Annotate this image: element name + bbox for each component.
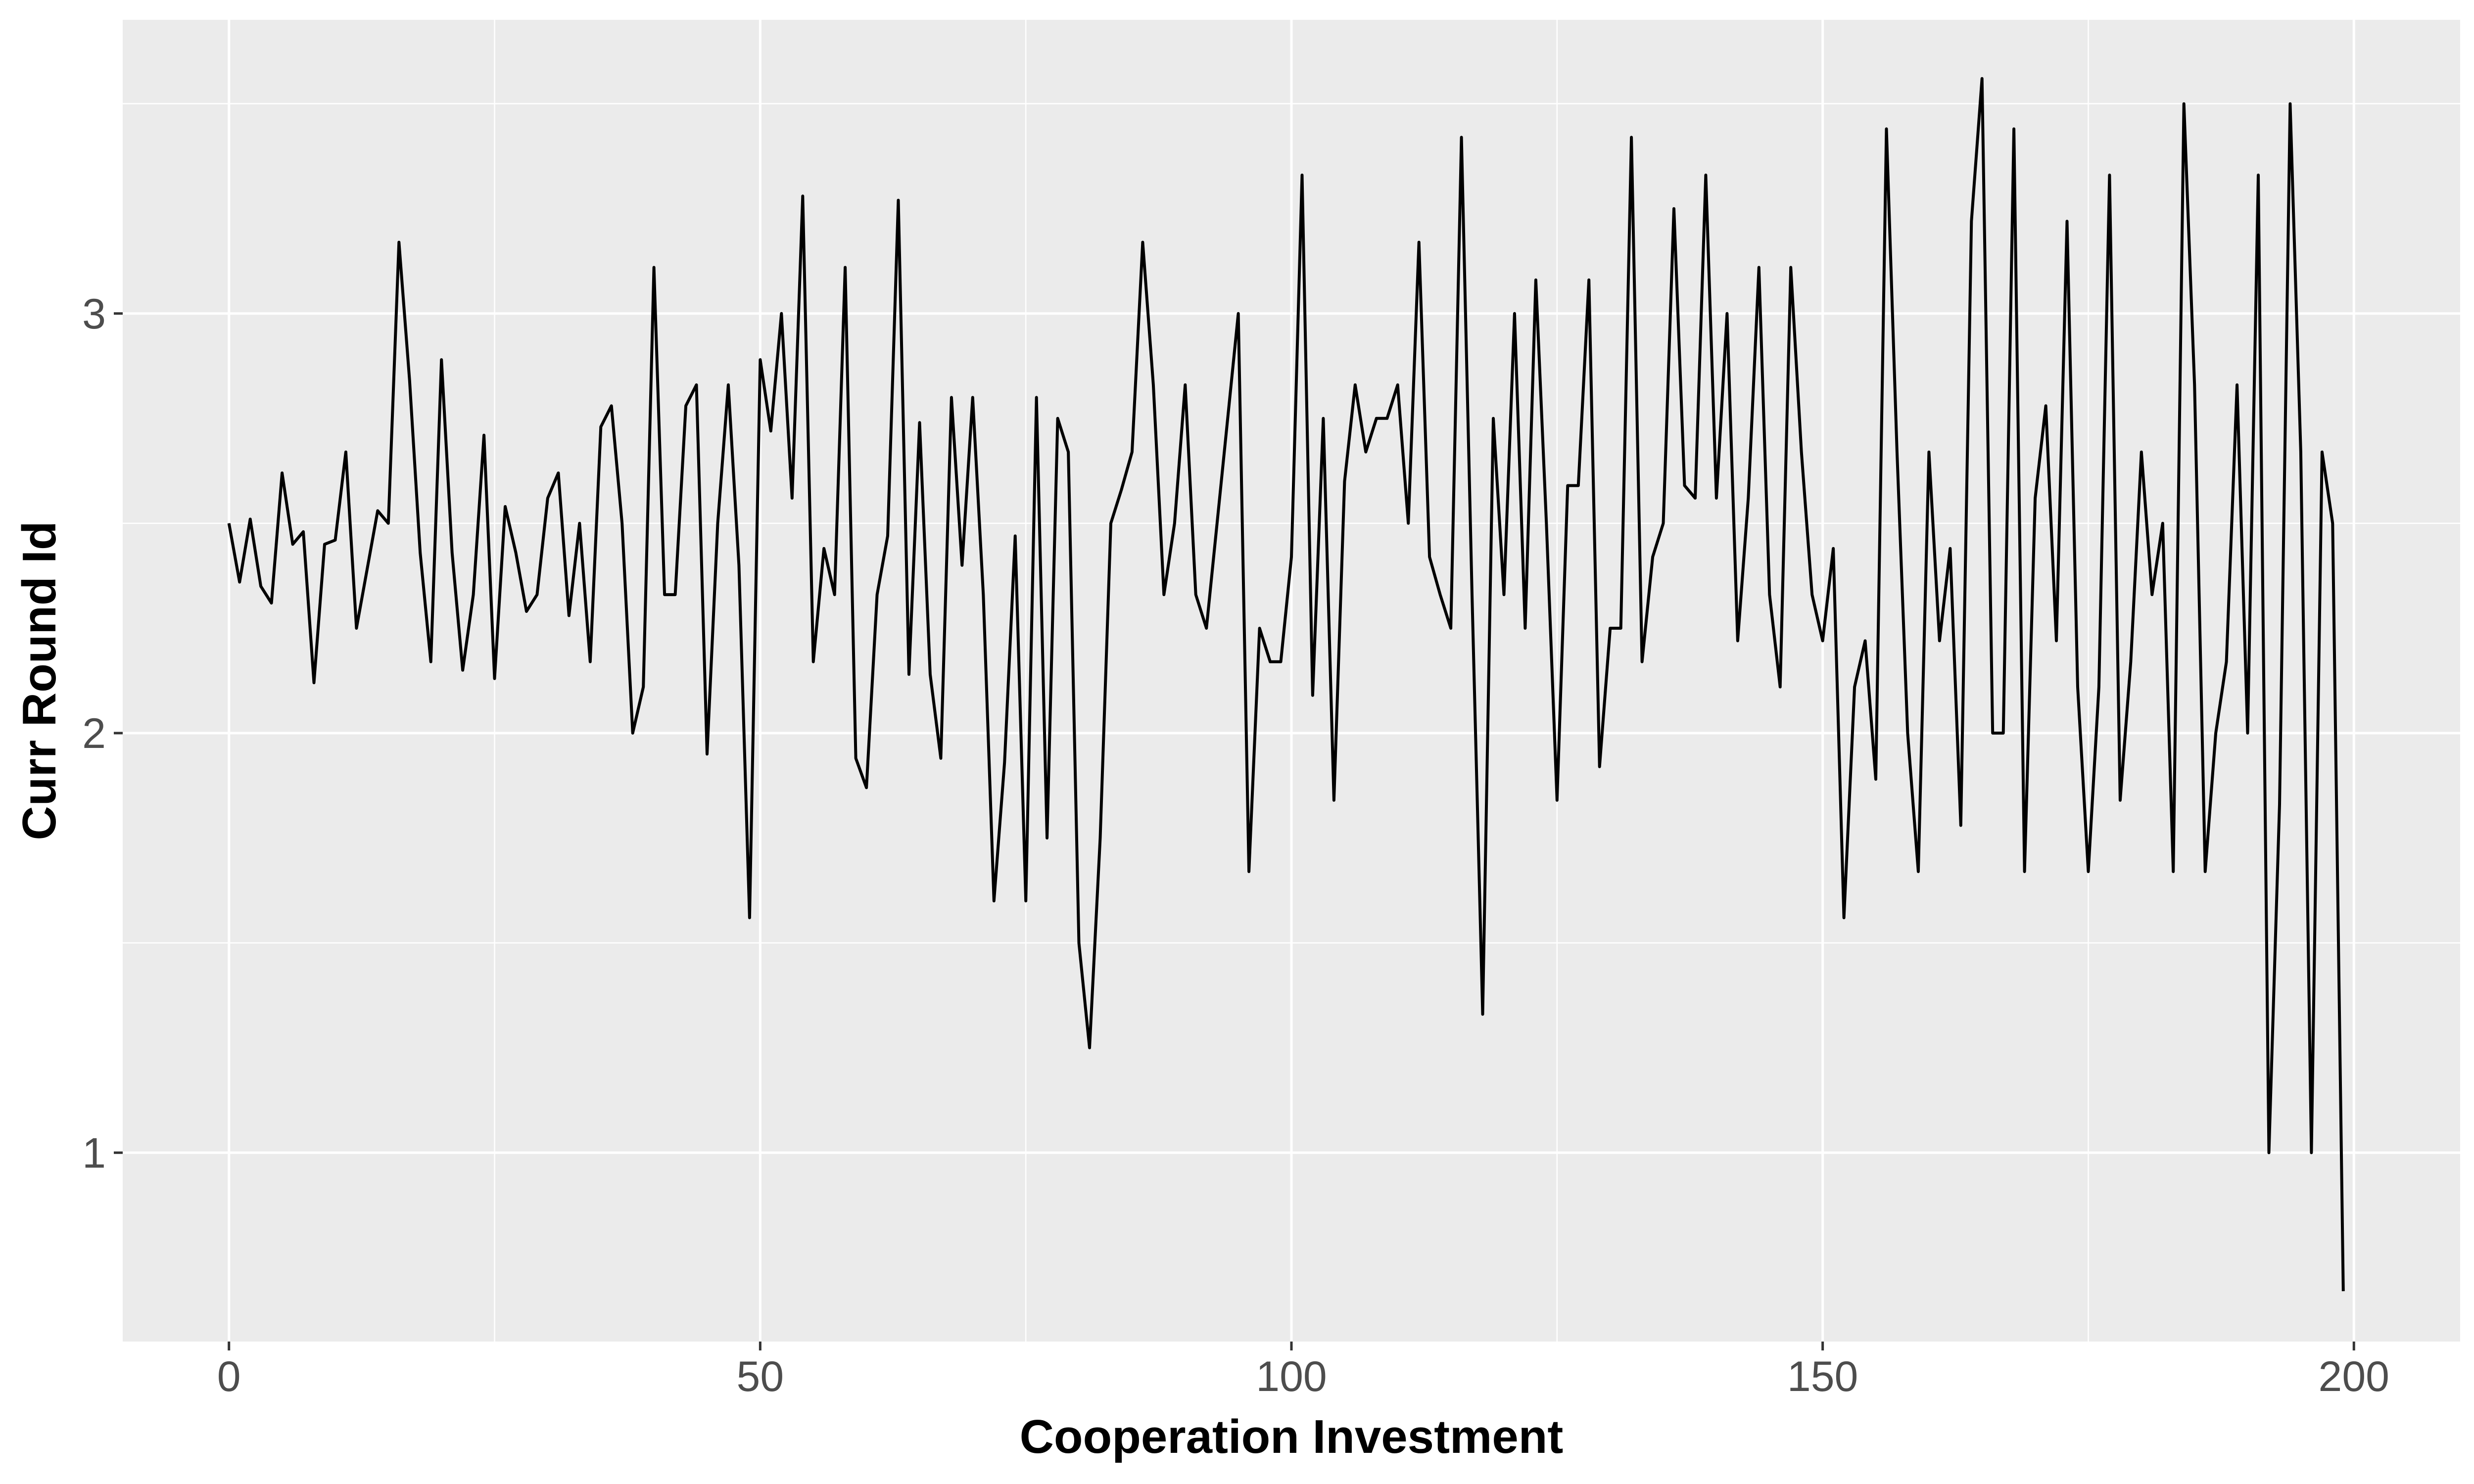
x-tick-label: 150 [1787, 1353, 1858, 1400]
x-axis-ticks: 0 50 100 150 200 [217, 1342, 2389, 1400]
y-tick-label: 3 [82, 290, 106, 338]
x-tick-label: 200 [2319, 1353, 2390, 1400]
x-tick-label: 0 [217, 1353, 241, 1400]
x-tick-label: 100 [1256, 1353, 1327, 1400]
series-line [227, 77, 2345, 1292]
y-tick-label: 2 [82, 710, 106, 757]
x-tick-label: 50 [737, 1353, 784, 1400]
y-axis-ticks: 1 2 3 [82, 290, 123, 1177]
y-tick-label: 1 [82, 1129, 106, 1177]
x-axis-title: Cooperation Investment [1020, 1410, 1564, 1463]
series-layer [227, 77, 2345, 1292]
y-axis-title: Curr Round Id [13, 521, 66, 840]
major-gridlines [123, 20, 2460, 1342]
